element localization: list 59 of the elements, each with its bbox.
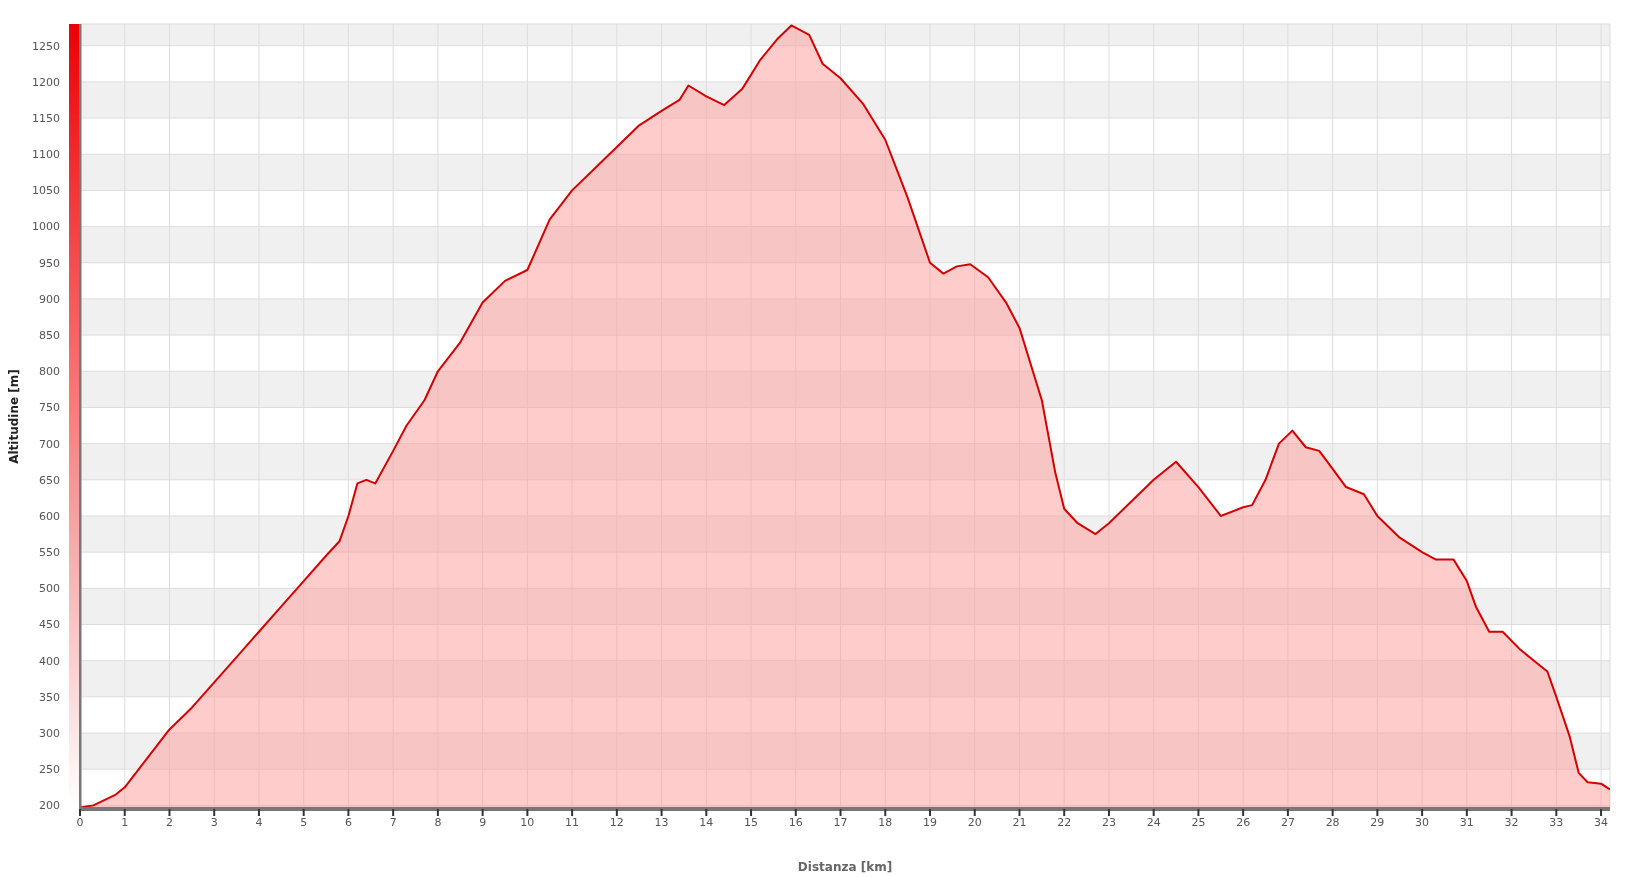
x-tick-label: 14	[699, 815, 714, 829]
x-tick-label: 23	[1101, 815, 1116, 829]
y-tick-label: 950	[39, 256, 60, 270]
y-tick-label: 1200	[32, 75, 60, 89]
y-tick-label: 750	[39, 401, 60, 415]
y-tick-label: 1000	[32, 220, 60, 234]
x-tick-label: 2	[165, 815, 173, 829]
x-tick-label: 32	[1504, 815, 1519, 829]
x-tick-label: 4	[255, 815, 263, 829]
y-axis-title: Altitudine [m]	[7, 369, 22, 464]
x-tick-label: 25	[1191, 815, 1206, 829]
y-tick-label: 450	[39, 618, 60, 632]
y-tick-label: 800	[39, 365, 60, 379]
y-tick-label: 550	[39, 546, 60, 560]
x-axis-title: Distanza [km]	[797, 860, 893, 874]
x-tick-label: 18	[878, 815, 893, 829]
y-tick-label: 1050	[32, 184, 60, 198]
x-tick-label: 16	[788, 815, 803, 829]
x-tick-label: 31	[1459, 815, 1474, 829]
y-tick-label: 650	[39, 473, 60, 487]
y-tick-label: 300	[39, 726, 60, 740]
y-tick-label: 400	[39, 654, 60, 668]
y-tick-label: 250	[39, 763, 60, 777]
x-tick-label: 33	[1549, 815, 1564, 829]
y-tick-label: 200	[39, 799, 60, 813]
x-tick-label: 30	[1415, 815, 1430, 829]
x-tick-label: 3	[210, 815, 218, 829]
x-tick-label: 24	[1146, 815, 1161, 829]
x-tick-label: 17	[833, 815, 848, 829]
x-tick-label: 11	[565, 815, 580, 829]
y-tick-label: 1100	[32, 148, 60, 162]
y-tick-label: 700	[39, 437, 60, 451]
y-tick-label: 500	[39, 582, 60, 596]
x-tick-label: 8	[434, 815, 442, 829]
x-tick-label: 7	[389, 815, 397, 829]
x-tick-label: 22	[1057, 815, 1072, 829]
x-tick-label: 27	[1280, 815, 1295, 829]
x-tick-label: 12	[609, 815, 624, 829]
x-tick-label: 29	[1370, 815, 1385, 829]
x-tick-label: 26	[1236, 815, 1251, 829]
x-tick-label: 15	[744, 815, 759, 829]
y-tick-label: 600	[39, 509, 60, 523]
x-tick-label: 13	[654, 815, 669, 829]
x-tick-label: 19	[923, 815, 937, 829]
x-tick-label: 10	[520, 815, 535, 829]
y-tick-label: 850	[39, 329, 60, 343]
x-tick-label: 6	[344, 815, 352, 829]
x-tick-label: 28	[1325, 815, 1340, 829]
x-tick-label: 0	[76, 815, 84, 829]
y-tick-label: 350	[39, 690, 60, 704]
y-tick-label: 1250	[32, 39, 60, 53]
x-tick-label: 9	[479, 815, 487, 829]
x-tick-label: 34	[1594, 815, 1609, 829]
x-tick-label: 1	[121, 815, 129, 829]
y-tick-label: 900	[39, 292, 60, 306]
x-tick-label: 21	[1012, 815, 1027, 829]
x-tick-label: 5	[300, 815, 308, 829]
x-tick-label: 20	[967, 815, 982, 829]
y-tick-label: 1150	[32, 111, 60, 125]
